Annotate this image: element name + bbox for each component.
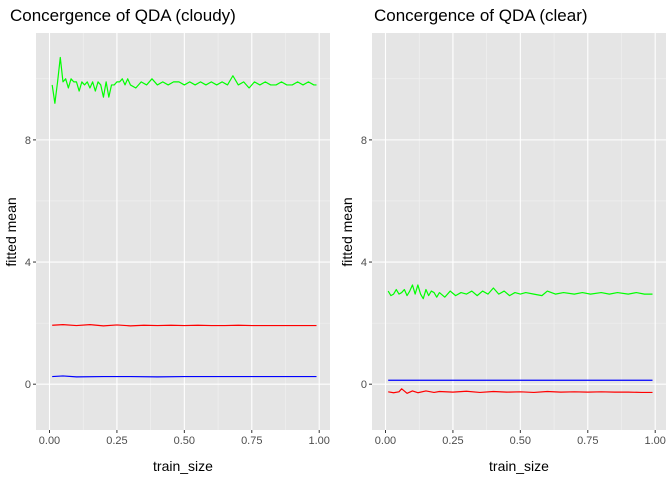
x-tick-label: 1.00 (309, 435, 330, 447)
grid (36, 33, 330, 430)
y-axis-label: fitted mean (3, 197, 19, 266)
x-tick-label: 0.25 (106, 435, 127, 447)
y-tick-label: 4 (361, 257, 367, 269)
y-tick-label: 0 (361, 379, 367, 391)
chart-title: Concergence of QDA (cloudy) (10, 6, 236, 25)
axis-ticks: 0.00 0.25 0.50 0.75 1.00 0 4 8 (25, 135, 330, 447)
series-line (51, 56, 317, 104)
x-tick-label: 0.75 (577, 435, 598, 447)
series-group (51, 56, 317, 378)
x-tick-label: 0.50 (174, 435, 195, 447)
series-line (387, 284, 653, 300)
series-line (52, 375, 317, 378)
plot-background (36, 33, 330, 430)
series-line (52, 324, 317, 327)
x-tick-label: 0.75 (241, 435, 262, 447)
grid (372, 33, 666, 430)
panel-cloudy: Concergence of QDA (cloudy) 0.00 0.25 0.50… (3, 6, 330, 474)
x-tick-label: 0.00 (39, 435, 60, 447)
y-tick-label: 8 (25, 135, 31, 147)
x-tick-label: 0.50 (510, 435, 531, 447)
y-tick-label: 0 (25, 379, 31, 391)
y-tick-label: 4 (25, 257, 31, 269)
y-tick-label: 8 (361, 135, 367, 147)
chart-title: Concergence of QDA (clear) (374, 6, 588, 25)
plot-background (372, 33, 666, 430)
x-tick-label: 0.00 (375, 435, 396, 447)
y-axis-label: fitted mean (339, 197, 355, 266)
x-tick-label: 1.00 (645, 435, 666, 447)
x-tick-label: 0.25 (442, 435, 463, 447)
panel-clear: Concergence of QDA (clear) 0.00 0.25 0.50 0… (339, 6, 666, 474)
axis-ticks: 0.00 0.25 0.50 0.75 1.00 0 4 8 (361, 135, 666, 447)
series-line (388, 388, 653, 394)
series-group (387, 284, 653, 394)
x-axis-label: train_size (489, 458, 549, 474)
x-axis-label: train_size (153, 458, 213, 474)
